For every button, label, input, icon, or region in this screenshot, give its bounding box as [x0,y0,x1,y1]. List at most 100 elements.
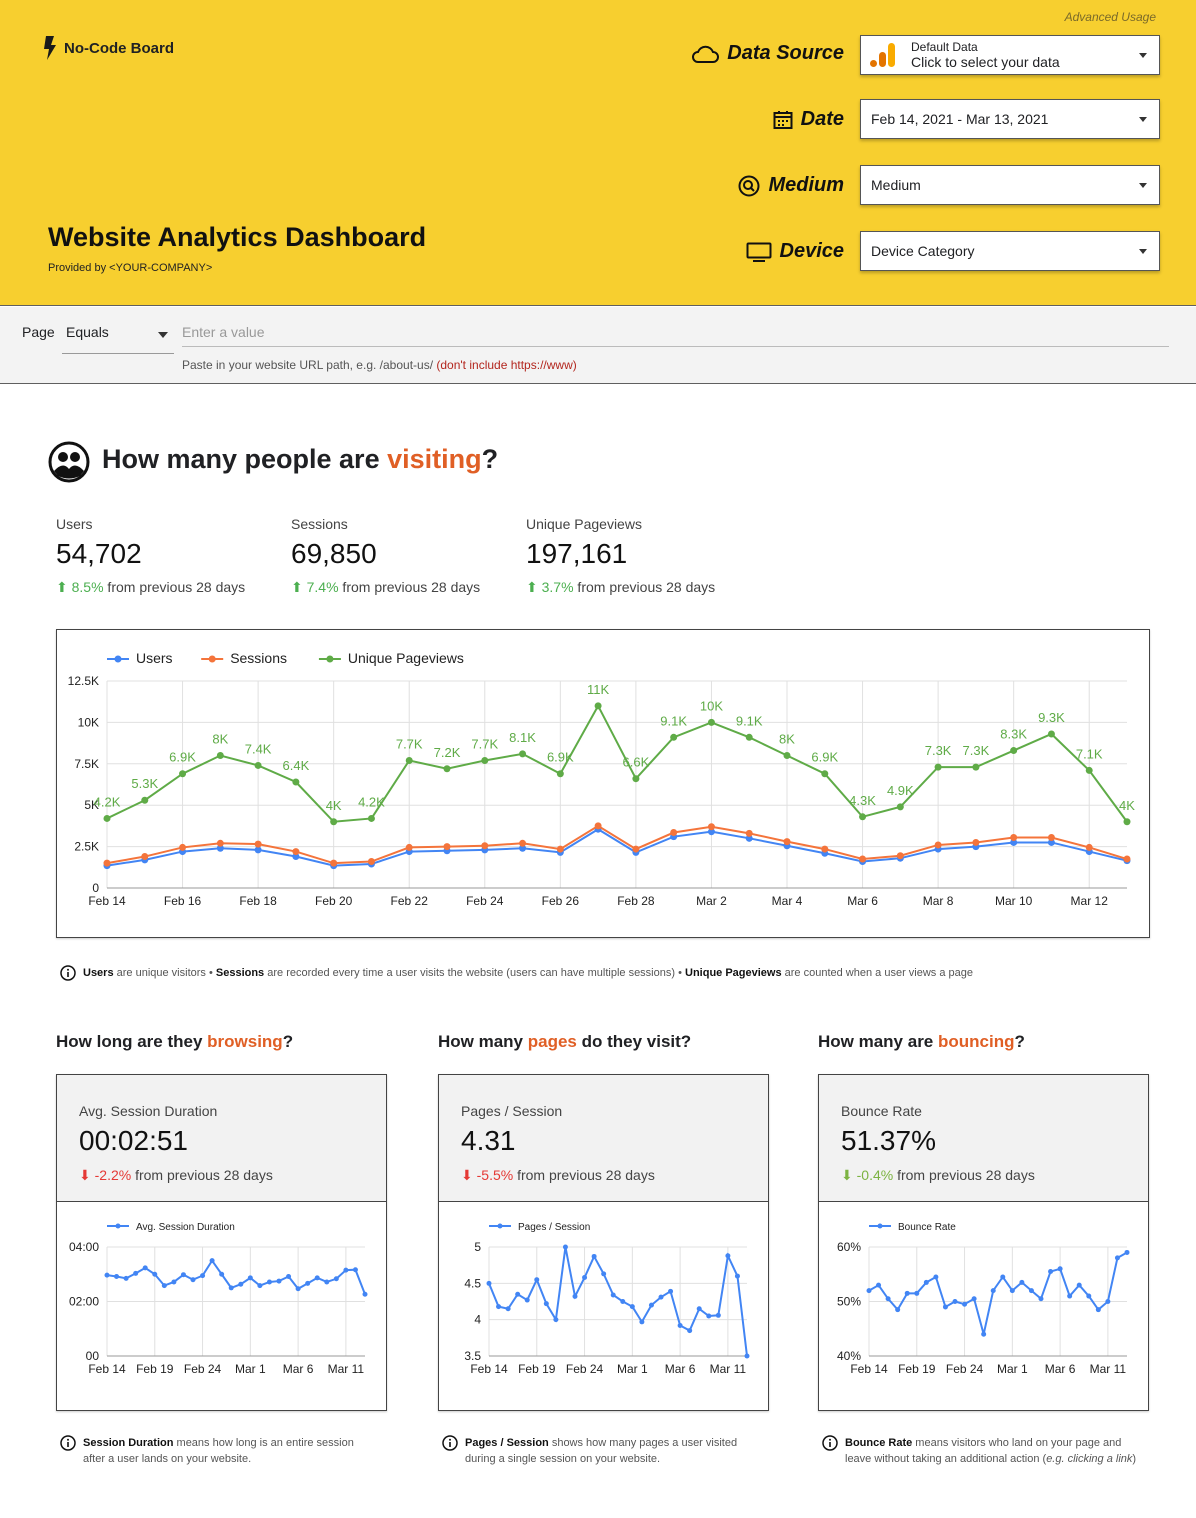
advanced-usage-link[interactable]: Advanced Usage [1064,10,1156,24]
kpi-sessions: Sessions 69,850 ⬆ 7.4% from previous 28 … [291,516,480,596]
data-source-line2: Click to select your data [911,54,1060,70]
data-point [1048,1269,1054,1275]
scorecard-change: ⬇ -0.4% from previous 28 days [841,1167,1035,1184]
legend-label: Unique Pageviews [348,650,464,666]
arrow-up-icon: ⬆ [291,579,303,595]
info-icon [60,1435,76,1451]
data-label: 10K [700,698,723,713]
arrow-down-icon: ⬇ [461,1167,473,1183]
data-point [405,843,413,851]
data-point [639,1319,645,1325]
series-line [106,828,1128,867]
logo-text: No-Code Board [64,39,174,57]
data-label: 9.3K [1038,710,1065,725]
data-source-selector[interactable]: Default Data Click to select your data [860,35,1160,75]
data-point [505,1306,511,1312]
data-point [610,1292,616,1298]
data-point [696,1306,702,1312]
date-label: Date [690,108,844,131]
kpi-unique-pageviews: Unique Pageviews 197,161 ⬆ 3.7% from pre… [526,516,715,596]
page-operator-select[interactable]: Equals [62,317,174,354]
data-point [1123,855,1131,863]
data-point [572,1293,578,1299]
y-tick-label: 7.5K [74,757,99,771]
data-point [292,778,300,786]
bouncing-heading: How many are bouncing? [818,1032,1025,1052]
data-point [1038,1296,1044,1302]
info-icon [822,1435,838,1451]
note-text: Bounce Rate means visitors who land on y… [845,1435,1136,1467]
data-point [582,1275,588,1281]
arrow-down-icon: ⬇ [841,1167,853,1183]
legend-swatch-dot [208,655,216,663]
series-line [488,1246,748,1357]
visiting-heading-suffix: ? [481,444,499,474]
chevron-down-icon [158,332,168,338]
pages-session-card: Pages / Session 4.31 ⬇ -5.5% from previo… [438,1074,769,1411]
data-point [1000,1274,1006,1280]
page-value-input[interactable]: Enter a value [182,317,1169,347]
note-text: Pages / Session shows how many pages a u… [465,1435,737,1467]
data-point [1114,1255,1120,1261]
x-tick-label: Mar 11 [710,1362,747,1376]
heading-suffix: ? [282,1032,294,1051]
data-point [1009,1288,1015,1294]
data-point [519,750,527,758]
data-point [114,1274,120,1280]
device-dropdown[interactable]: Device Category [860,231,1160,271]
device-label-text: Device [779,240,845,262]
data-label: 8.3K [1000,727,1027,742]
data-point [481,842,489,850]
data-point [658,1294,664,1300]
heading-highlight: browsing [207,1032,283,1051]
medium-label-text: Medium [768,174,844,196]
data-label: 9.1K [736,713,763,728]
arrow-up-icon: ⬆ [56,579,68,595]
kpi-value: 54,702 [56,538,142,569]
data-point [594,702,602,710]
scorecard-value: 00:02:51 [79,1125,188,1156]
data-point [161,1283,167,1289]
x-tick-label: Mar 10 [995,894,1033,908]
note-bold: Users [83,967,114,979]
data-point [1124,1249,1130,1255]
lightning-bolt-icon [44,36,56,60]
data-point [952,1299,958,1304]
provided-by: Provided by <YOUR-COMPANY> [48,262,213,274]
heading-highlight: bouncing [938,1032,1015,1051]
kpi-change: ⬆ 3.7% from previous 28 days [526,579,715,596]
note-line2: during a single session on your website. [465,1453,661,1465]
legend-label: Pages / Session [518,1222,590,1233]
heading-prefix: How many [438,1032,528,1051]
data-point [515,1291,521,1297]
data-point [668,1288,674,1294]
data-point [783,752,791,760]
scorecard-value: 4.31 [461,1125,516,1156]
y-tick-label: 00 [86,1349,100,1363]
data-point [254,840,262,848]
data-point [104,1272,110,1278]
data-point [934,763,942,771]
y-tick-label: 02:00 [69,1295,99,1309]
note-text: Session Duration means how long is an en… [83,1435,354,1467]
data-point [443,843,451,851]
data-point [200,1273,206,1279]
kpi-change-text: from previous 28 days [338,579,481,595]
x-tick-label: Mar 1 [235,1362,266,1376]
x-tick-label: Mar 11 [1090,1362,1127,1376]
x-tick-label: Mar 2 [696,894,727,908]
data-label: 11K [587,682,609,697]
people-icon [48,441,90,483]
data-point [496,1304,502,1310]
data-point [562,1244,568,1250]
data-point [1047,730,1055,738]
data-point [286,1274,292,1280]
y-tick-label: 4.5 [464,1276,481,1290]
data-point [486,1280,492,1286]
date-range-picker[interactable]: Feb 14, 2021 - Mar 13, 2021 [860,99,1160,139]
data-point [896,803,904,811]
calendar-icon [773,110,793,129]
data-point [276,1278,282,1284]
data-point [190,1277,196,1283]
medium-dropdown[interactable]: Medium [860,165,1160,205]
